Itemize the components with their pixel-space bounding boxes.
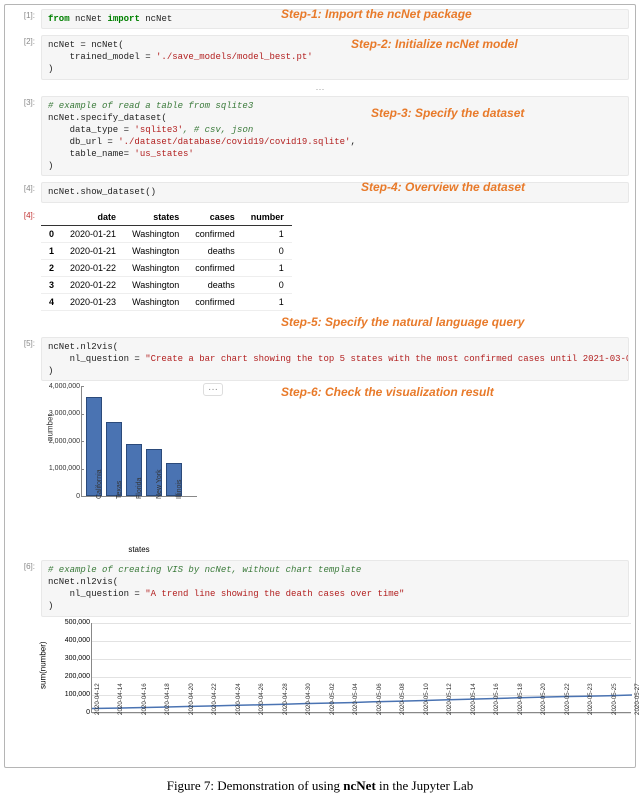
xtick: 2020-05-16 <box>493 683 500 715</box>
ytick: 4,000,000 <box>46 383 80 390</box>
xtick: 2020-05-25 <box>611 683 618 715</box>
ytick: 1,000,000 <box>46 465 80 472</box>
xtick: Florida <box>136 478 143 499</box>
code-block[interactable]: # example of read a table from sqlite3 n… <box>41 96 629 177</box>
xtick: 2020-04-24 <box>235 683 242 715</box>
cell-4-output: [4]: datestatescasesnumber 02020-01-21Wa… <box>11 209 629 311</box>
ytick: 3,000,000 <box>46 410 80 417</box>
xtick: 2020-04-14 <box>117 683 124 715</box>
line-xticks: 2020-04-122020-04-142020-04-162020-04-18… <box>91 713 631 755</box>
xtick: 2020-05-08 <box>399 683 406 715</box>
in-prompt: [4]: <box>11 184 39 193</box>
cell-4: [4]: ncNet.show_dataset() Step-4: Overvi… <box>11 182 629 202</box>
xtick: 2020-05-22 <box>564 683 571 715</box>
xtick: 2020-05-12 <box>446 683 453 715</box>
dataframe-table: datestatescasesnumber 02020-01-21Washing… <box>41 209 292 311</box>
xtick: 2020-05-23 <box>587 683 594 715</box>
col-header: number <box>243 209 292 226</box>
xtick: 2020-04-18 <box>164 683 171 715</box>
xtick: New York <box>156 469 163 499</box>
xtick: Texas <box>116 481 123 499</box>
annotation-step6: Step-6: Check the visualization result <box>281 385 494 399</box>
in-prompt: [1]: <box>11 11 39 20</box>
xtick: 2020-05-18 <box>517 683 524 715</box>
notebook-container: [1]: from ncNet import ncNet Step-1: Imp… <box>4 4 636 768</box>
cell-5: [5]: ncNet.nl2vis( nl_question = "Create… <box>11 337 629 381</box>
col-header: cases <box>187 209 243 226</box>
trend-line <box>92 623 632 713</box>
table-row: 12020-01-21Washingtondeaths0 <box>41 242 292 259</box>
annotation-step5: Step-5: Specify the natural language que… <box>281 315 524 329</box>
annotation-step4: Step-4: Overview the dataset <box>361 180 525 194</box>
col-header <box>41 209 62 226</box>
cell-2: [2]: ncNet = ncNet( trained_model = './s… <box>11 35 629 79</box>
annotation-step2: Step-2: Initialize ncNet model <box>351 37 518 51</box>
ytick: 100,000 <box>46 691 90 698</box>
in-prompt: [5]: <box>11 339 39 348</box>
bar-xlabel: states <box>81 545 197 554</box>
xtick: 2020-05-14 <box>470 683 477 715</box>
in-prompt: [2]: <box>11 37 39 46</box>
ytick: 2,000,000 <box>46 438 80 445</box>
cell-3: [3]: # example of read a table from sqli… <box>11 96 629 177</box>
xtick: 2020-05-02 <box>329 683 336 715</box>
annotation-step1: Step-1: Import the ncNet package <box>281 7 472 21</box>
xtick: 2020-04-12 <box>94 683 101 715</box>
code-block[interactable]: ncNet.show_dataset() <box>41 182 629 202</box>
ytick: 0 <box>46 709 90 716</box>
table-row: 42020-01-23Washingtonconfirmed1 <box>41 293 292 310</box>
col-header: date <box>62 209 124 226</box>
xtick: 2020-04-30 <box>305 683 312 715</box>
out-prompt: [4]: <box>11 211 39 220</box>
in-prompt: [6]: <box>11 562 39 571</box>
line-ylabel: sum(number) <box>39 641 48 689</box>
xtick: 2020-05-27 <box>634 683 640 715</box>
table-row: 02020-01-21Washingtonconfirmed1 <box>41 225 292 242</box>
bar-xticks: CaliforniaTexasFloridaNew YorkIllinois <box>81 497 197 543</box>
annotation-row: Step-5: Specify the natural language que… <box>11 317 629 331</box>
ytick: 300,000 <box>46 655 90 662</box>
line-chart: sum(number) 0100,000200,000300,000400,00… <box>41 623 629 755</box>
cell-6: [6]: # example of creating VIS by ncNet,… <box>11 560 629 617</box>
table-row: 32020-01-22Washingtondeaths0 <box>41 276 292 293</box>
xtick: 2020-04-26 <box>258 683 265 715</box>
cell-1: [1]: from ncNet import ncNet Step-1: Imp… <box>11 9 629 29</box>
xtick: Illinois <box>176 480 183 499</box>
xtick: California <box>96 469 103 499</box>
code-block[interactable]: ncNet = ncNet( trained_model = './save_m… <box>41 35 629 79</box>
xtick: 2020-04-20 <box>188 683 195 715</box>
bar-chart: ··· number 01,000,0002,000,0003,000,0004… <box>47 387 197 554</box>
divider-dots: ··· <box>11 84 629 94</box>
annotation-step3: Step-3: Specify the dataset <box>371 106 524 120</box>
code-block[interactable]: ncNet.nl2vis( nl_question = "Create a ba… <box>41 337 629 381</box>
ytick: 0 <box>46 493 80 500</box>
figure-caption: Figure 7: Demonstration of using ncNet i… <box>4 778 636 794</box>
xtick: 2020-04-16 <box>141 683 148 715</box>
ytick: 500,000 <box>46 619 90 626</box>
xtick: 2020-05-10 <box>423 683 430 715</box>
col-header: states <box>124 209 187 226</box>
ytick: 200,000 <box>46 673 90 680</box>
line-plot-area: 0100,000200,000300,000400,000500,000 <box>91 623 631 713</box>
xtick: 2020-05-06 <box>376 683 383 715</box>
cell-5-output: Step-6: Check the visualization result ·… <box>11 387 629 554</box>
ytick: 400,000 <box>46 637 90 644</box>
table-row: 22020-01-22Washingtonconfirmed1 <box>41 259 292 276</box>
code-block[interactable]: # example of creating VIS by ncNet, with… <box>41 560 629 617</box>
in-prompt: [3]: <box>11 98 39 107</box>
chart-menu-button[interactable]: ··· <box>203 383 223 396</box>
xtick: 2020-04-22 <box>211 683 218 715</box>
xtick: 2020-04-28 <box>282 683 289 715</box>
cell-6-output: sum(number) 0100,000200,000300,000400,00… <box>11 623 629 755</box>
xtick: 2020-05-04 <box>352 683 359 715</box>
xtick: 2020-05-20 <box>540 683 547 715</box>
